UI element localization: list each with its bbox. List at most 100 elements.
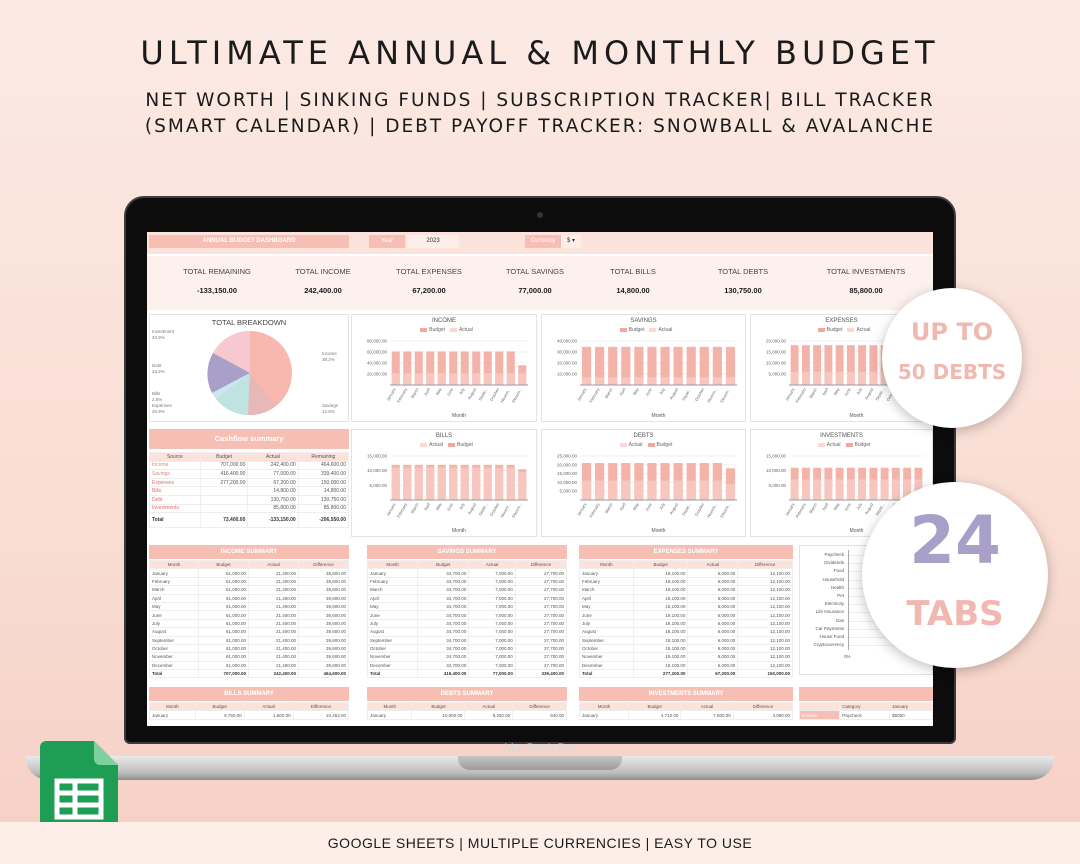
bar-budget-2: [813, 345, 822, 385]
bar-actual-1: [403, 467, 412, 500]
category-bar-label: Cryptocurrency: [813, 642, 844, 648]
bar-actual-5: [647, 480, 657, 500]
col-header: Budget: [411, 701, 466, 712]
x-tick-label: March: [410, 387, 420, 399]
cashflow-total-row: Total 73,400.00 -133,150.00 -206,550.00: [149, 512, 350, 529]
category-panel-header: [799, 687, 933, 701]
currency-label: Currency: [525, 235, 561, 248]
cashflow-source: Savings: [149, 469, 201, 479]
summary-row: March 18,100.00 6,000.00 12,100.00: [579, 585, 793, 595]
cashflow-total-budget: 73,400.00: [199, 512, 249, 529]
summary-diff: 12,100.00: [737, 601, 793, 612]
summary-cell: 940.00: [512, 710, 567, 720]
bar-actual-2: [608, 377, 618, 385]
summary-row: July 18,100.00 6,000.00 12,100.00: [579, 618, 793, 629]
legend-swatch: [817, 327, 825, 332]
summary-month: April: [366, 593, 419, 603]
kpi-value: 77,000.00: [518, 286, 552, 295]
x-tick-label: January: [385, 502, 396, 517]
legend-swatch: [449, 327, 457, 332]
category-bar-label: Pet: [837, 593, 844, 598]
summary-budget: 61,000.00: [198, 618, 250, 629]
summary-row: July 61,000.00 21,400.00 39,600.00: [148, 618, 350, 629]
pie-slice-expenses: [216, 373, 250, 415]
summary-actual: 7,000.00: [468, 652, 516, 662]
bar-actual-5: [647, 377, 657, 385]
year-value[interactable]: 2023: [407, 235, 459, 248]
summary-actual: 7,000.00: [468, 635, 516, 645]
x-tick-label: February: [794, 387, 806, 403]
summary-cell: 7,800.00: [680, 710, 734, 720]
summary-diff: 12,100.00: [737, 593, 793, 603]
tabs-badge: 24 TABS: [862, 482, 1048, 668]
x-tick-label: February: [588, 502, 600, 518]
x-tick-label: January: [385, 387, 396, 402]
pie-label-1: Debt 23.2%: [152, 363, 165, 375]
summary-month: May: [148, 601, 200, 612]
pie-label-pct: 20.9%: [152, 409, 165, 414]
summary-diff: 27,700.00: [514, 652, 568, 662]
summary-month: February: [366, 576, 419, 587]
bar-actual-3: [621, 377, 631, 385]
category-bar-label: Life Insurance: [815, 609, 844, 615]
x-tick-label: February: [794, 502, 806, 518]
summary-budget: 34,700.00: [417, 585, 470, 595]
x-tick-label: April: [423, 502, 431, 512]
bar-budget-1: [801, 345, 810, 385]
chart-legend: Budget Actual: [352, 327, 536, 333]
x-tick-label: August: [467, 501, 478, 515]
kpi-value: 67,200.00: [412, 286, 446, 295]
y-tick-label: 80,000.00: [367, 339, 388, 344]
y-tick-label: 20,000.00: [367, 372, 388, 377]
bar-actual-7: [869, 371, 878, 385]
summary-row: December 61,000.00 21,400.00 39,600.00: [148, 660, 350, 671]
cashflow-total-actual: -133,150.00: [247, 512, 299, 529]
x-tick-label: August: [864, 386, 875, 400]
summary-row: July 34,700.00 7,000.00 27,700.00: [366, 618, 568, 629]
summary-diff: 39,600.00: [297, 568, 350, 578]
cashflow-actual: 67,200.00: [247, 477, 299, 488]
bar-actual-10: [506, 373, 515, 385]
cashflow-header-row: Source Budget Actual Remaining: [149, 452, 350, 462]
bar-actual-7: [472, 467, 481, 500]
x-tick-label: August: [668, 386, 679, 400]
summary-actual: 7,000.00: [468, 568, 516, 578]
summary-diff: 27,700.00: [514, 627, 568, 637]
bar-actual-2: [608, 480, 618, 500]
x-tick-label: October: [694, 386, 706, 401]
summary-actual: 21,400.00: [248, 601, 299, 612]
summary-total-cell: Total: [579, 669, 634, 679]
bar-actual-3: [426, 467, 435, 500]
kpi-label: TOTAL INCOME: [295, 267, 351, 276]
x-axis-label: Month: [652, 528, 666, 534]
summary-budget: 18,100.00: [632, 568, 689, 578]
summary-row: June 61,000.00 21,400.00 39,600.00: [148, 610, 350, 620]
x-tick-label: July: [658, 387, 666, 396]
col-header: Difference: [514, 559, 568, 570]
kpi-label: TOTAL INVESTMENTS: [826, 267, 906, 276]
summary-actual: 7,000.00: [468, 643, 516, 654]
summary-budget: 61,000.00: [198, 601, 250, 612]
kpi-label: TOTAL SAVINGS: [505, 267, 565, 276]
summary-row: February 61,000.00 21,400.00 39,600.00: [148, 576, 350, 587]
summary-header-row: Month Budget Actual Difference: [148, 559, 350, 570]
bar-budget-3: [426, 351, 435, 385]
x-tick-label: April: [618, 502, 626, 512]
currency-select[interactable]: $ ▾: [561, 235, 581, 248]
summary-total-cell: 77,000.00: [468, 669, 516, 679]
chart-plot: 40,000.00 30,000.00 20,000.00 10,000.00 Janu…: [557, 339, 737, 419]
x-tick-label: July: [458, 387, 466, 396]
y-tick-label: 40,000.00: [367, 361, 388, 366]
summary-actual: 21,400.00: [248, 660, 299, 671]
category-bar-label: Household: [822, 576, 844, 582]
pie-label-0: Investment 23.9%: [152, 329, 174, 341]
chart-title: INCOME: [432, 318, 456, 324]
y-tick-label: 5,000.00: [559, 489, 577, 494]
summary-total-cell: 67,200.00: [687, 669, 739, 679]
summary-month: January: [148, 568, 200, 578]
summary-total-row: Total 277,200.00 67,200.00 150,000.00: [579, 669, 793, 679]
bar-actual-10: [712, 377, 722, 385]
summary-cell: 1,600.00: [243, 710, 294, 720]
cashflow-source: Investments: [149, 503, 201, 514]
summary-month: September: [148, 635, 200, 645]
